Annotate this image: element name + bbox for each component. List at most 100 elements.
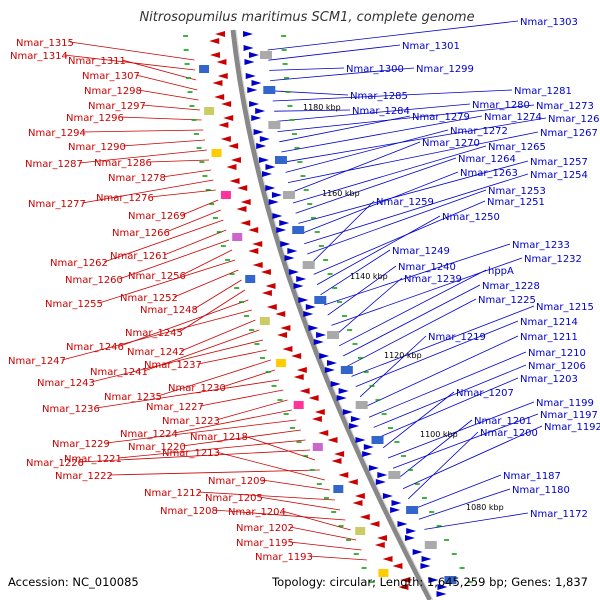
forward-gene-arrow [249,101,260,107]
reverse-gene-arrow [215,31,226,37]
forward-leader-line [387,401,535,459]
reverse-gene-arrow [252,241,263,247]
reverse-leader-line [118,439,306,459]
feature-block [293,401,304,409]
reverse-leader-line [309,555,368,561]
reverse-gene-label: Nmar_1262 [50,258,108,269]
reverse-gene-label: Nmar_1220 [128,442,186,453]
forward-gene-arrow [336,395,347,401]
forward-gene-arrow [259,136,270,142]
forward-gene-label: hppA [488,266,514,277]
reverse-leader-line [70,41,195,61]
reverse-gene-label: Nmar_1242 [127,347,185,358]
reverse-gene-label: Nmar_1237 [144,360,202,371]
feature-block [444,576,457,584]
reverse-leader-line [198,491,335,501]
forward-leader-line [331,257,523,326]
forward-gene-arrow [276,227,287,233]
genome-backbone [230,29,433,600]
forward-gene-label: Nmar_1263 [460,168,518,179]
feature-block [355,527,366,535]
reverse-gene-label: Nmar_1245 [125,328,183,339]
forward-gene-arrow [391,500,402,506]
forward-leader-line [269,67,345,71]
reverse-gene-label: Nmar_1241 [90,367,148,378]
forward-gene-label: Nmar_1203 [520,374,578,385]
forward-gene-arrow [253,129,264,135]
reverse-gene-label: Nmar_1226 [26,458,84,469]
tick-marks [183,35,473,583]
feature-block [276,359,287,367]
reverse-gene-label: Nmar_1260 [65,275,123,286]
forward-leader-line [364,335,519,408]
forward-gene-arrow [279,220,290,226]
reverse-gene-label: Nmar_1212 [144,488,202,499]
forward-gene-arrow [265,164,276,170]
reverse-gene-arrow [252,262,263,268]
forward-gene-label: Nmar_1300 [346,64,404,75]
reverse-leader-line [290,526,357,541]
forward-gene-arrow [247,87,258,93]
forward-gene-arrow [368,465,379,471]
reverse-gene-arrow [209,38,220,44]
reverse-gene-arrow [400,577,411,583]
forward-gene-label: Nmar_1201 [474,416,532,427]
forward-gene-label: Nmar_1240 [398,262,456,273]
forward-leader-line [424,512,529,530]
forward-gene-arrow [327,360,338,366]
forward-leader-line [392,413,539,469]
forward-gene-arrow [280,241,291,247]
forward-leader-line [378,377,519,438]
feature-block [333,485,344,493]
forward-gene-label: Nmar_1206 [528,361,586,372]
forward-gene-arrow [375,479,386,485]
reverse-gene-arrow [374,542,385,548]
forward-gene-arrow [421,556,432,562]
forward-gene-label: Nmar_1280 [472,100,530,111]
reverse-leader-line [181,199,219,216]
forward-gene-label: Nmar_1215 [536,302,594,313]
forward-gene-label: Nmar_1254 [530,170,588,181]
forward-gene-label: Nmar_1207 [456,388,514,399]
feature-block [327,331,340,339]
forward-leader-line [313,200,486,275]
feature-block [355,401,368,409]
forward-gene-label: Nmar_1225 [478,295,536,306]
reverse-gene-arrow [291,353,302,359]
reverse-gene-arrow [275,311,286,317]
reverse-gene-label: Nmar_1296 [66,113,124,124]
feature-block [274,156,287,164]
feature-block [312,443,323,451]
reverse-leader-line [290,541,362,551]
reverse-gene-label: Nmar_1218 [190,432,248,443]
forward-leader-line [295,157,457,214]
forward-gene-arrow [287,248,298,254]
reverse-leader-line [118,239,230,280]
reverse-leader-line [79,149,207,164]
reverse-gene-label: Nmar_1204 [228,507,286,518]
reverse-gene-arrow [248,248,259,254]
forward-gene-label: Nmar_1210 [528,348,586,359]
forward-gene-label: Nmar_1197 [540,410,598,421]
reverse-leader-line [157,359,271,397]
forward-leader-line [274,109,351,112]
forward-strand-labels: Nmar_1303 Nmar_1301 Nmar_1300 Nmar_1299 Nmar… [346,17,600,520]
forward-gene-arrow [251,80,262,86]
forward-gene-arrow [349,423,360,429]
forward-gene-arrow [305,304,316,310]
reverse-leader-line [216,451,325,481]
reverse-leader-line [198,349,267,365]
reverse-strand-labels: Nmar_1315 Nmar_1314 Nmar_1311 Nmar_1307 Nmar… [8,38,313,563]
forward-gene-label: Nmar_1268 [548,114,600,125]
forward-leader-line [268,44,401,61]
reverse-gene-arrow [299,388,310,394]
reverse-gene-label: Nmar_1221 [64,454,122,465]
reverse-gene-arrow [261,290,272,296]
forward-leader-line [327,265,397,316]
reverse-gene-arrow [226,164,237,170]
forward-gene-arrow [308,325,319,331]
forward-gene-label: Nmar_1253 [488,186,546,197]
reverse-leader-line [121,59,197,81]
reverse-leader-line [215,399,288,421]
